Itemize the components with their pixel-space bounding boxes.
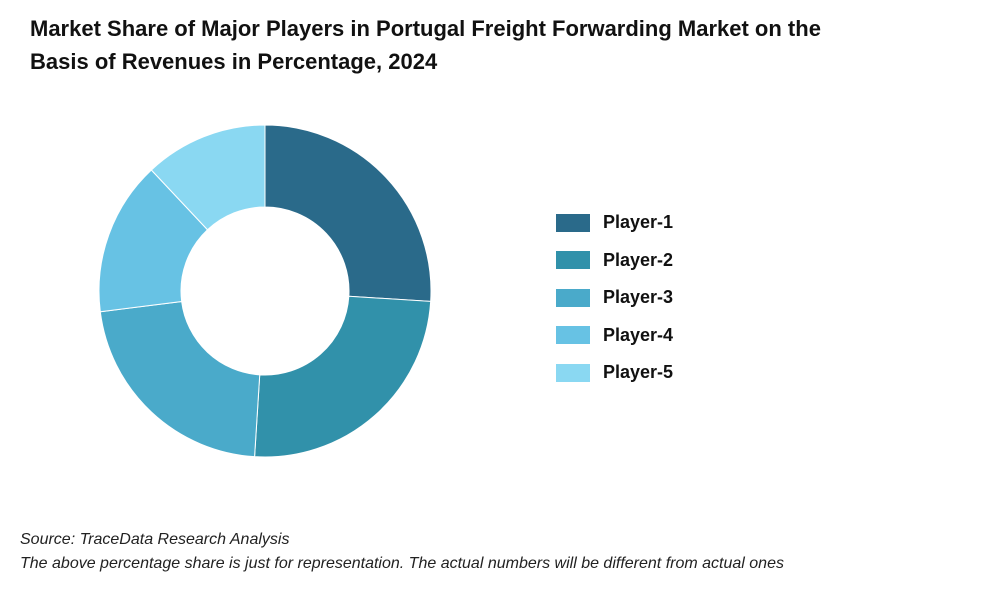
legend-label: Player-2: [603, 249, 674, 270]
donut-slice-player-5: [150, 124, 266, 231]
legend-swatch: [556, 288, 590, 307]
chart-legend: Player-1 Player-2 Player-3 Player-4 Player-5: [556, 204, 673, 392]
chart-title-line-1: Market Share of Major Players in Portuga…: [30, 16, 821, 41]
source-text: Source: TraceData Research Analysis: [20, 531, 290, 548]
disclaimer-text: The above percentage share is just for r…: [20, 555, 784, 572]
chart-footer: Source: TraceData Research Analysis The …: [20, 528, 784, 576]
legend-item-player-3: Player-3: [556, 279, 673, 317]
legend-label: Player-3: [603, 287, 674, 308]
legend-item-player-1: Player-1: [556, 204, 673, 242]
legend-label: Player-4: [603, 324, 674, 345]
donut-slice-player-2: [254, 295, 432, 458]
legend-label: Player-5: [603, 362, 674, 383]
legend-item-player-5: Player-5: [556, 354, 673, 392]
chart-title: Market Share of Major Players in Portuga…: [30, 12, 970, 78]
legend-swatch: [556, 326, 590, 345]
legend-label: Player-1: [603, 212, 674, 233]
donut-slice-player-3: [99, 300, 261, 458]
chart-title-line-2: Basis of Revenues in Percentage, 2024: [30, 49, 438, 74]
donut-chart: [98, 124, 432, 458]
donut-slice-player-1: [264, 124, 432, 302]
legend-item-player-2: Player-2: [556, 242, 673, 280]
legend-swatch: [556, 251, 590, 270]
legend-item-player-4: Player-4: [556, 317, 673, 355]
legend-swatch: [556, 363, 590, 382]
legend-swatch: [556, 213, 590, 232]
